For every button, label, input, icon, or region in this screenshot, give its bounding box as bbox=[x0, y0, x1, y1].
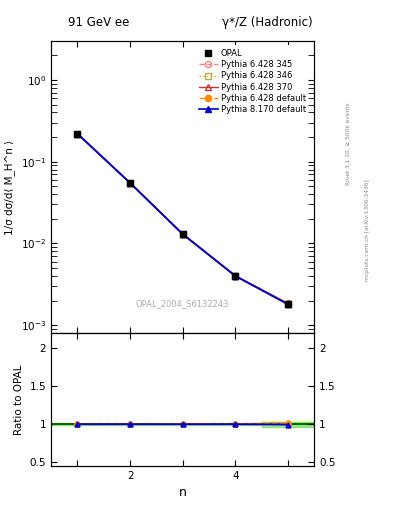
Text: 91 GeV ee: 91 GeV ee bbox=[68, 16, 129, 29]
Text: OPAL_2004_S6132243: OPAL_2004_S6132243 bbox=[136, 300, 230, 308]
X-axis label: n: n bbox=[179, 486, 187, 499]
Text: mcplots.cern.ch [arXiv:1306.3436]: mcplots.cern.ch [arXiv:1306.3436] bbox=[365, 180, 371, 281]
Legend: OPAL, Pythia 6.428 345, Pythia 6.428 346, Pythia 6.428 370, Pythia 6.428 default: OPAL, Pythia 6.428 345, Pythia 6.428 346… bbox=[195, 45, 310, 118]
Text: γ*/Z (Hadronic): γ*/Z (Hadronic) bbox=[222, 16, 312, 29]
Text: Rivet 3.1.10, ≥ 500k events: Rivet 3.1.10, ≥ 500k events bbox=[346, 102, 351, 185]
Y-axis label: 1/σ dσ/d⟨ M_H^n ⟩: 1/σ dσ/d⟨ M_H^n ⟩ bbox=[4, 139, 15, 234]
Y-axis label: Ratio to OPAL: Ratio to OPAL bbox=[14, 364, 24, 435]
